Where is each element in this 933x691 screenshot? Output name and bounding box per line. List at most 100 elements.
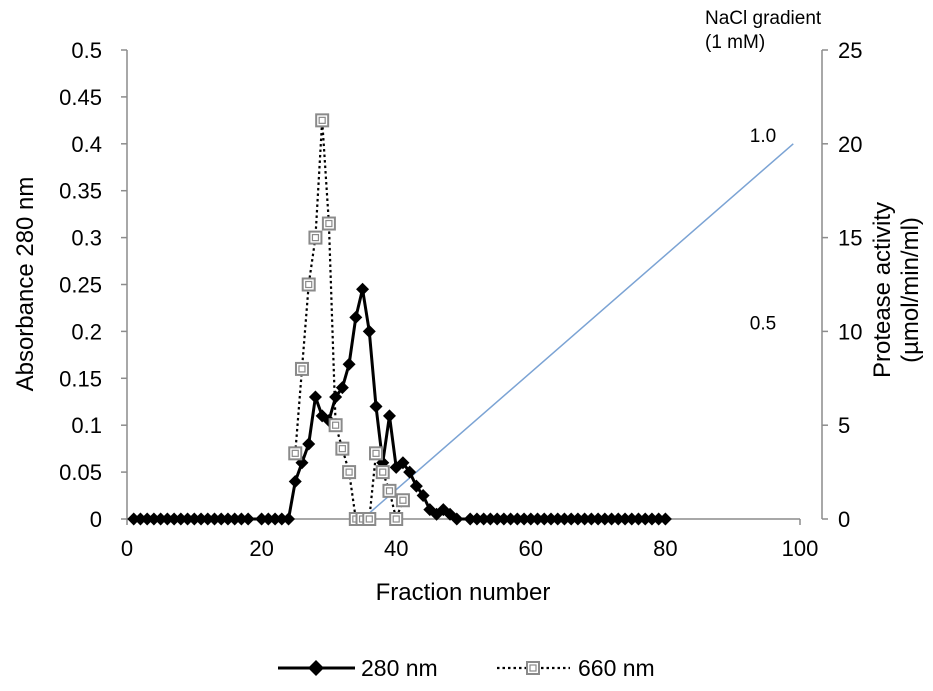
data-point-diamond — [382, 409, 396, 423]
data-point-square — [369, 446, 384, 461]
data-point-diamond — [127, 512, 141, 526]
y-tick-label: 0.35 — [59, 179, 102, 204]
y-tick-label: 0 — [90, 507, 102, 532]
x-axis-title: Fraction number — [376, 579, 551, 606]
data-point-diamond — [598, 512, 612, 526]
data-point-diamond — [564, 512, 578, 526]
data-point-diamond — [201, 512, 215, 526]
data-point-diamond — [221, 512, 235, 526]
y-tick-label: 0.15 — [59, 366, 102, 391]
data-point-diamond — [631, 512, 645, 526]
data-point-diamond — [652, 512, 666, 526]
data-point-diamond — [605, 512, 619, 526]
y2-tick-label: 10 — [838, 319, 862, 344]
y2-axis-ticks: 0 5 10 15 20 25 — [822, 38, 862, 532]
data-point-diamond — [591, 512, 605, 526]
data-point-diamond — [342, 357, 356, 371]
y2-tick-label: 15 — [838, 226, 862, 251]
data-point-square — [362, 512, 377, 526]
data-point-square — [288, 446, 303, 461]
data-point-diamond — [207, 512, 221, 526]
data-point-diamond — [537, 512, 551, 526]
gradient-tick-label: 1.0 — [750, 126, 776, 147]
series-lines — [133, 119, 666, 521]
data-point-diamond — [544, 512, 558, 526]
data-point-diamond — [308, 390, 322, 404]
x-axis-ticks: 0 20 40 60 80 100 — [121, 519, 818, 561]
data-point-diamond — [241, 512, 255, 526]
data-point-square — [395, 493, 410, 508]
data-point-diamond — [282, 512, 296, 526]
data-point-diamond — [275, 512, 289, 526]
gradient-label-line1: NaCl gradient — [705, 8, 822, 29]
legend-label: 660 nm — [578, 655, 655, 681]
legend-label: 280 nm — [361, 655, 438, 681]
data-point-diamond — [490, 512, 504, 526]
data-point-diamond — [531, 512, 545, 526]
y2-axis-title-line2: (µmol/min/ml) — [897, 217, 924, 363]
gradient-line — [362, 143, 794, 520]
y-tick-label: 0.4 — [71, 132, 102, 157]
data-point-diamond — [369, 399, 383, 413]
data-point-diamond — [167, 512, 181, 526]
data-point-diamond — [396, 456, 410, 470]
data-point-diamond — [261, 512, 275, 526]
data-point-diamond — [483, 512, 497, 526]
data-point-diamond — [214, 512, 228, 526]
y-axis-title: Absorbance 280 nm — [12, 177, 39, 392]
data-point-diamond — [255, 512, 269, 526]
data-point-diamond — [638, 512, 652, 526]
series-line-square — [294, 119, 404, 521]
y2-tick-label: 0 — [838, 507, 850, 532]
data-point-diamond — [234, 512, 248, 526]
data-point-square — [294, 361, 309, 376]
data-point-diamond — [463, 512, 477, 526]
data-point-diamond — [288, 474, 302, 488]
data-point-diamond — [625, 512, 639, 526]
y-tick-label: 0.1 — [71, 413, 102, 438]
data-point-diamond — [335, 381, 349, 395]
data-point-square — [301, 277, 316, 292]
data-point-diamond — [187, 512, 201, 526]
y2-axis-title-line1: Protease activity — [869, 202, 896, 378]
data-point-diamond — [160, 512, 174, 526]
data-point-square — [321, 216, 336, 231]
y-tick-label: 0.5 — [71, 38, 102, 63]
data-point-square — [308, 230, 323, 245]
series-markers — [127, 113, 672, 526]
data-point-diamond — [517, 512, 531, 526]
data-point-diamond — [524, 512, 538, 526]
data-point-diamond — [174, 512, 188, 526]
y-tick-label: 0.2 — [71, 319, 102, 344]
y-tick-label: 0.25 — [59, 273, 102, 298]
data-point-diamond — [329, 390, 343, 404]
nacl-gradient: 0.5 1.0 — [362, 126, 794, 520]
data-point-square — [389, 512, 404, 526]
data-point-diamond — [228, 512, 242, 526]
legend: 280 nm 660 nm — [278, 655, 655, 681]
data-point-diamond — [645, 512, 659, 526]
data-point-diamond — [618, 512, 632, 526]
y2-tick-label: 20 — [838, 132, 862, 157]
x-tick-label: 40 — [384, 536, 408, 561]
data-point-diamond — [497, 512, 511, 526]
data-point-square — [342, 465, 357, 480]
legend-marker-diamond — [308, 660, 324, 676]
data-point-diamond — [133, 512, 147, 526]
y-tick-label: 0.05 — [59, 460, 102, 485]
legend-marker-square — [526, 661, 540, 675]
y2-tick-label: 5 — [838, 413, 850, 438]
data-point-diamond — [409, 479, 423, 493]
gradient-label-line2: (1 mM) — [705, 32, 765, 53]
data-point-diamond — [470, 512, 484, 526]
data-point-diamond — [181, 512, 195, 526]
data-point-diamond — [140, 512, 154, 526]
x-tick-label: 80 — [653, 536, 677, 561]
data-point-diamond — [416, 489, 430, 503]
data-point-diamond — [551, 512, 565, 526]
data-point-square — [382, 483, 397, 498]
x-tick-label: 100 — [782, 536, 819, 561]
data-point-square — [375, 465, 390, 480]
x-tick-label: 20 — [249, 536, 273, 561]
